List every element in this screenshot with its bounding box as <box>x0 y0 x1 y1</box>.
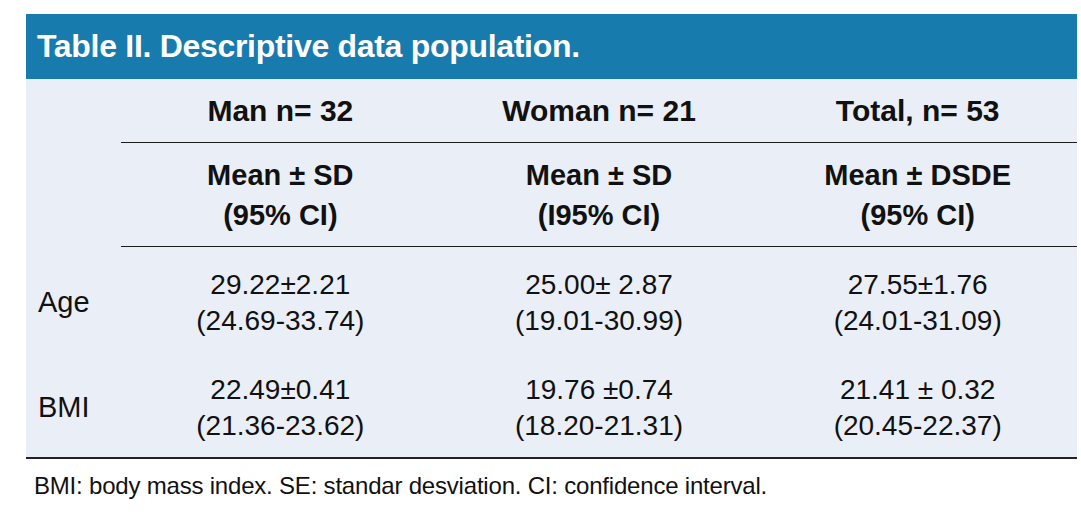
subheader-woman: Mean ± SD (I95% CI) <box>440 143 759 246</box>
cell-age-woman-mean: 25.00± 2.87 <box>525 267 673 303</box>
table-card: Table II. Descriptive data population. M… <box>26 14 1077 500</box>
column-header-woman: Woman n= 21 <box>440 79 759 142</box>
cell-age-total-ci: (24.01-31.09) <box>834 303 1002 339</box>
column-header-row: Man n= 32 Woman n= 21 Total, n= 53 <box>26 79 1077 143</box>
table-body: Man n= 32 Woman n= 21 Total, n= 53 Mean … <box>26 79 1077 459</box>
subheader-row: Mean ± SD (95% CI) Mean ± SD (I95% CI) M… <box>26 143 1077 247</box>
cell-age-woman: 25.00± 2.87 (19.01-30.99) <box>440 247 759 352</box>
cell-bmi-woman-ci: (18.20-21.31) <box>515 408 683 444</box>
row-bmi-cells: 22.49±0.41 (21.36-23.62) 19.76 ±0.74 (18… <box>121 352 1077 457</box>
subheader-woman-line2: (I95% CI) <box>538 195 660 235</box>
cell-bmi-total-mean: 21.41 ± 0.32 <box>840 372 996 408</box>
row-age-cells: 29.22±2.21 (24.69-33.74) 25.00± 2.87 (19… <box>121 247 1077 352</box>
subheader-man-line1: Mean ± SD <box>207 155 353 195</box>
cell-bmi-total: 21.41 ± 0.32 (20.45-22.37) <box>758 352 1077 457</box>
cell-age-man: 29.22±2.21 (24.69-33.74) <box>121 247 440 352</box>
row-label-age: Age <box>26 247 121 352</box>
row-label-spacer <box>26 79 121 143</box>
column-header-man: Man n= 32 <box>121 79 440 142</box>
subheader-total-line2: (95% CI) <box>860 195 974 235</box>
page: Table II. Descriptive data population. M… <box>0 0 1081 525</box>
table-row-age: Age 29.22±2.21 (24.69-33.74) 25.00± 2.87… <box>26 247 1077 352</box>
table-title: Table II. Descriptive data population. <box>37 28 580 65</box>
row-label-bmi: BMI <box>26 352 121 457</box>
cell-age-total: 27.55±1.76 (24.01-31.09) <box>758 247 1077 352</box>
cell-bmi-woman-mean: 19.76 ±0.74 <box>525 372 673 408</box>
subheader-man: Mean ± SD (95% CI) <box>121 143 440 246</box>
subheader-total-line1: Mean ± DSDE <box>824 155 1011 195</box>
table-row-bmi: BMI 22.49±0.41 (21.36-23.62) 19.76 ±0.74… <box>26 352 1077 457</box>
cell-bmi-total-ci: (20.45-22.37) <box>834 408 1002 444</box>
column-header-total: Total, n= 53 <box>758 79 1077 142</box>
cell-bmi-man: 22.49±0.41 (21.36-23.62) <box>121 352 440 457</box>
column-headers: Man n= 32 Woman n= 21 Total, n= 53 <box>121 79 1077 143</box>
cell-bmi-woman: 19.76 ±0.74 (18.20-21.31) <box>440 352 759 457</box>
cell-age-woman-ci: (19.01-30.99) <box>515 303 683 339</box>
subheader-woman-line1: Mean ± SD <box>526 155 672 195</box>
subheader-man-line2: (95% CI) <box>223 195 337 235</box>
subheaders: Mean ± SD (95% CI) Mean ± SD (I95% CI) M… <box>121 143 1077 247</box>
cell-age-total-mean: 27.55±1.76 <box>848 267 988 303</box>
cell-age-man-ci: (24.69-33.74) <box>196 303 364 339</box>
table-title-bar: Table II. Descriptive data population. <box>26 14 1077 79</box>
cell-bmi-man-ci: (21.36-23.62) <box>196 408 364 444</box>
row-label-spacer <box>26 143 121 247</box>
cell-age-man-mean: 29.22±2.21 <box>210 267 350 303</box>
table-footnote: BMI: body mass index. SE: standar desvia… <box>26 472 1077 500</box>
cell-bmi-man-mean: 22.49±0.41 <box>210 372 350 408</box>
subheader-total: Mean ± DSDE (95% CI) <box>758 143 1077 246</box>
